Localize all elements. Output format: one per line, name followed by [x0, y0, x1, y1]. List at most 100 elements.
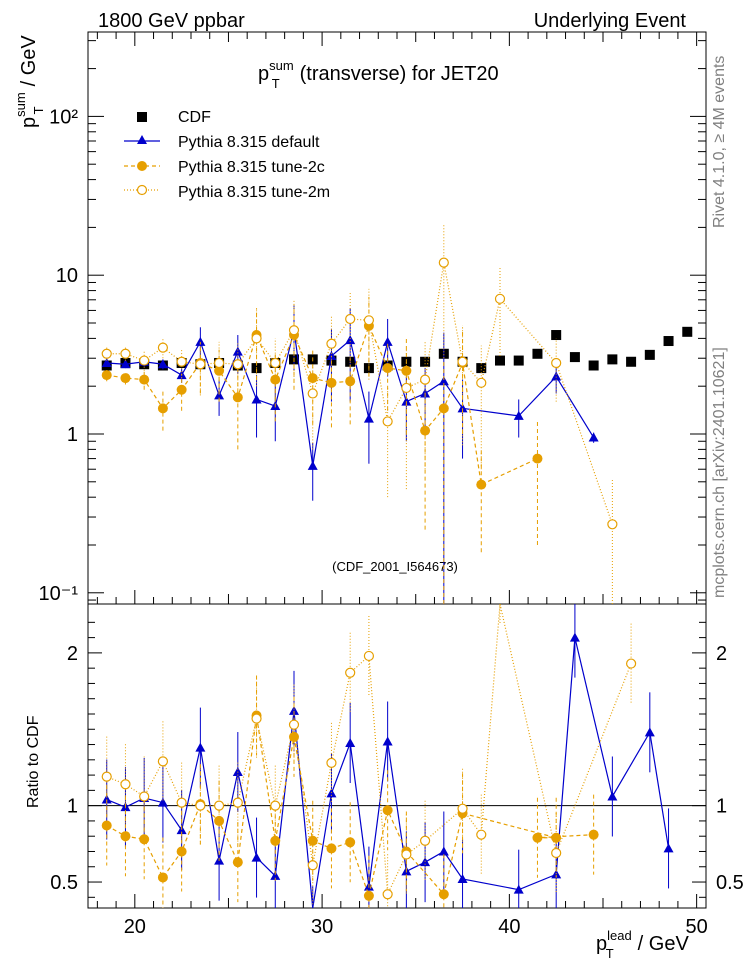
ratio-point-default	[345, 738, 356, 748]
ratio-point-tune-2m	[101, 771, 112, 782]
ratio-point-tune-2m	[232, 797, 243, 808]
data-point-tune-2m	[120, 348, 131, 359]
ratio-point-default	[232, 767, 243, 777]
y-axis-label: psum T / GeV	[13, 35, 46, 128]
data-point-tune-2c	[120, 373, 131, 384]
legend-label-default: Pythia 8.315 default	[178, 134, 320, 151]
data-point-default	[457, 403, 468, 413]
ratio-point-tune-2c	[588, 829, 599, 840]
ratio-point-tune-2m	[195, 800, 206, 811]
data-point-tune-2c	[476, 479, 487, 490]
ratio-point-default	[644, 727, 655, 737]
x-tick-label: 40	[498, 916, 520, 938]
ratio-point-tune-2c	[139, 834, 150, 845]
legend-marker-tune-2c	[137, 161, 147, 171]
data-point-tune-2m	[288, 325, 300, 336]
legend-label-tune-2c: Pythia 8.315 tune-2c	[178, 159, 325, 176]
ratio-point-tune-2c	[438, 889, 449, 900]
ratio-point-default	[663, 843, 674, 853]
chart-title-sub: T	[272, 76, 280, 91]
ratio-point-tune-2c	[326, 843, 337, 854]
data-point-default	[326, 350, 337, 360]
data-point-tune-2m	[307, 388, 318, 399]
ratio-point-tune-2m	[307, 860, 318, 871]
ratio-tick-label-right: 0.5	[716, 872, 744, 894]
ratio-point-tune-2m	[251, 713, 262, 724]
data-point-tune-2m	[251, 333, 262, 344]
data-point-cdf	[682, 326, 693, 337]
data-point-default	[438, 376, 449, 386]
data-point-tune-2c	[157, 403, 168, 414]
ratio-point-default	[382, 736, 393, 746]
ratio-point-tune-2m	[551, 847, 562, 859]
data-point-cdf	[551, 330, 562, 341]
data-point-tune-2m	[551, 357, 562, 369]
ratio-point-default	[569, 632, 580, 642]
ratio-point-tune-2m	[382, 889, 393, 900]
ratio-point-default	[438, 846, 449, 856]
data-point-default	[307, 460, 318, 470]
chart-title-main: p	[258, 63, 269, 85]
ratio-point-tune-2m	[139, 791, 150, 802]
data-point-tune-2m	[176, 356, 187, 367]
x-tick-label: 20	[124, 916, 146, 938]
x-axis-label: plead T / GeV	[596, 928, 689, 961]
data-point-cdf	[626, 356, 637, 367]
data-point-default	[382, 336, 393, 346]
ratio-point-tune-2m	[345, 667, 356, 678]
y-tick-label: 1	[67, 424, 78, 446]
ratio-tick-label-right: 1	[716, 796, 727, 818]
chart-title-sup: sum	[269, 58, 294, 73]
legend: CDF Pythia 8.315 default Pythia 8.315 tu…	[124, 109, 330, 201]
data-point-tune-2m	[401, 382, 412, 394]
ratio-point-default	[251, 852, 262, 862]
ratio-point-tune-2m	[270, 800, 281, 811]
ratio-point-tune-2c	[214, 815, 225, 826]
data-point-cdf	[495, 355, 505, 366]
y-tick-label: 10	[56, 265, 78, 287]
data-point-tune-2c	[420, 425, 431, 436]
legend-marker-default	[137, 135, 147, 144]
data-point-cdf	[513, 355, 524, 366]
ratio-tick-label: 1	[67, 796, 78, 818]
ratio-point-default	[101, 794, 112, 804]
data-point-tune-2m	[363, 315, 375, 326]
x-tick-label: 30	[311, 916, 333, 938]
data-point-tune-2c	[176, 384, 187, 395]
data-point-default	[551, 371, 562, 381]
ratio-point-default	[326, 788, 337, 798]
ratio-tick-label: 2	[67, 643, 78, 665]
data-point-default	[363, 413, 374, 423]
data-point-tune-2c	[345, 376, 356, 387]
header-right: Underlying Event	[534, 10, 687, 32]
ratio-line-default	[106, 637, 670, 909]
ratio-line-tune-2c	[106, 715, 594, 898]
data-point-tune-2m	[345, 313, 356, 325]
ratio-y-axis-label: Ratio to CDF	[25, 715, 42, 808]
data-point-tune-2m	[382, 416, 393, 427]
ratio-tick-label-right: 2	[716, 643, 727, 665]
data-point-tune-2m	[607, 519, 618, 530]
ratio-plot-frame	[87, 603, 707, 909]
ratio-point-tune-2m	[476, 829, 487, 840]
analysis-watermark: (CDF_2001_I564673)	[332, 559, 458, 574]
x-axis-label-rest: / GeV	[638, 933, 690, 955]
data-point-tune-2m	[139, 355, 150, 366]
ratio-point-tune-2m	[419, 835, 431, 846]
data-point-default	[345, 335, 356, 345]
data-point-default	[232, 346, 243, 356]
data-point-tune-2m	[494, 293, 506, 304]
data-point-cdf	[569, 352, 580, 363]
ratio-point-default	[513, 884, 524, 894]
data-point-tune-2m	[213, 357, 225, 369]
ratio-point-default	[289, 705, 299, 715]
y-axis-label-main: p	[18, 117, 40, 128]
ratio-point-default	[457, 873, 468, 883]
data-point-tune-2m	[270, 357, 281, 369]
data-point-tune-2c	[401, 365, 412, 376]
ratio-point-tune-2c	[345, 837, 356, 848]
data-point-tune-2m	[326, 338, 337, 349]
data-point-default	[101, 357, 112, 367]
data-point-default	[120, 359, 131, 369]
